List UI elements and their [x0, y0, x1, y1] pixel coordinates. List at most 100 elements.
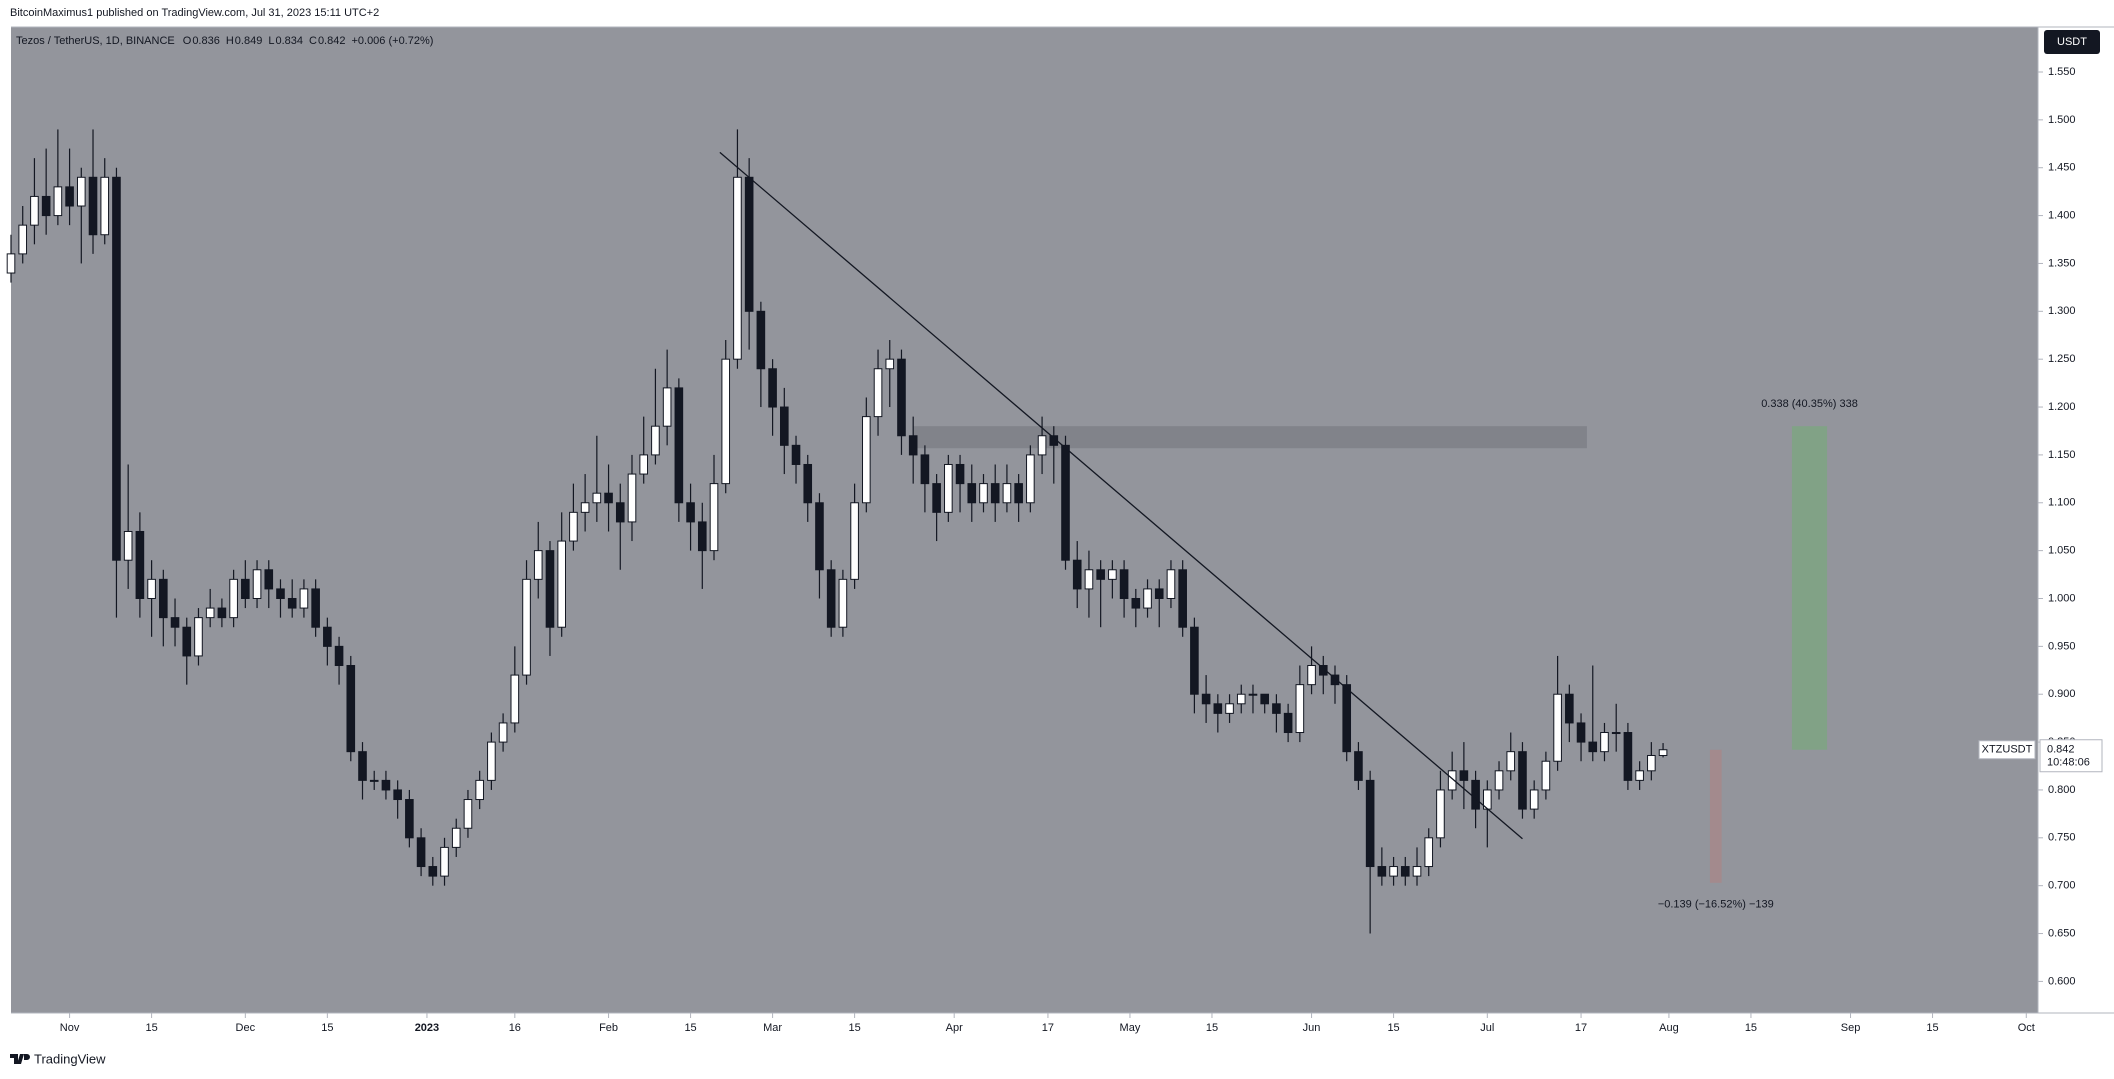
candle-body — [1002, 483, 1012, 504]
candle-body — [592, 492, 602, 504]
x-tick-label: Mar — [763, 1022, 782, 1034]
y-tick-label: 1.400 — [2048, 209, 2076, 221]
candle-body — [1131, 597, 1141, 609]
symbol-legend: Tezos / TetherUS, 1D, BINANCE O0.836 H0.84… — [16, 35, 433, 47]
candle-body — [897, 358, 906, 437]
candle-body — [393, 789, 402, 801]
legend-value: 0.849 — [235, 35, 263, 47]
candle-body — [908, 435, 918, 456]
candle-body — [18, 224, 28, 255]
candle-body — [1260, 693, 1270, 705]
x-tick-label: Nov — [60, 1022, 80, 1034]
y-tick-label: 0.900 — [2048, 688, 2076, 700]
candle-body — [1178, 569, 1187, 628]
candle-body — [1354, 751, 1363, 781]
candle-body — [1026, 454, 1035, 504]
y-tick-label: 0.600 — [2048, 975, 2076, 987]
ticker-tag — [1978, 740, 2036, 760]
y-tick-label: 1.450 — [2048, 162, 2076, 174]
candle-body — [944, 463, 953, 513]
candle-body — [299, 588, 309, 609]
x-tick-label: Jun — [1303, 1022, 1321, 1034]
publisher-note: BitcoinMaximus1 published on TradingView… — [10, 7, 379, 19]
candle-body — [41, 195, 51, 217]
candle-body — [639, 454, 649, 475]
candle-body — [1318, 665, 1328, 676]
candle-body — [1623, 732, 1633, 781]
candle-body — [1154, 588, 1164, 599]
candle-body — [744, 176, 754, 312]
x-tick-label: 16 — [509, 1022, 521, 1034]
candle-body — [276, 588, 285, 599]
candle-body — [1342, 684, 1352, 753]
candle-body — [1471, 779, 1480, 810]
candle-body — [1248, 693, 1258, 696]
currency-button — [2044, 30, 2100, 54]
trendline — [719, 151, 1523, 840]
candle-body — [1389, 866, 1398, 877]
legend-change: +0.006 (+0.72%) — [351, 35, 433, 47]
candle-body — [1541, 760, 1551, 791]
candle-body — [1236, 693, 1246, 705]
candle-body — [147, 578, 156, 599]
candle-body — [1400, 866, 1410, 877]
candle-body — [381, 779, 391, 791]
candle-body — [510, 674, 520, 724]
brand-logo — [10, 1054, 30, 1064]
x-tick-label: 15 — [1387, 1022, 1399, 1034]
candle-body — [1588, 741, 1598, 753]
candle-body — [815, 502, 824, 571]
candle-body — [264, 569, 274, 590]
candle-body — [1283, 712, 1293, 734]
y-tick-label: 1.100 — [2048, 497, 2076, 509]
y-tick-label: 1.000 — [2048, 592, 2076, 604]
x-tick-label: Sep — [1841, 1022, 1861, 1034]
candle-body — [733, 176, 742, 360]
symbol-name: Tezos / TetherUS, 1D, BINANCE — [16, 35, 175, 47]
candle-body — [1377, 866, 1387, 877]
candle-body — [1330, 674, 1340, 686]
candle-body — [229, 578, 238, 619]
candle-body — [533, 550, 543, 580]
candle-body — [779, 406, 789, 446]
x-tick-label: Dec — [236, 1022, 256, 1034]
currency-label[interactable]: USDT — [2057, 36, 2087, 48]
candle-body — [334, 645, 344, 667]
bar-countdown: 10:48:06 — [2047, 757, 2090, 769]
y-tick-label: 1.150 — [2048, 449, 2076, 461]
candle-body — [1365, 779, 1375, 868]
candle-body — [826, 569, 836, 628]
x-tick-label: Aug — [1659, 1022, 1679, 1034]
candle-body — [1119, 569, 1129, 599]
legend-value: 0.834 — [275, 35, 303, 47]
y-tick-label: 1.300 — [2048, 305, 2076, 317]
legend-letter: O — [183, 35, 192, 47]
x-tick-label: 15 — [1745, 1022, 1757, 1034]
candle-body — [182, 626, 192, 657]
y-tick-label: 0.950 — [2048, 640, 2076, 652]
stop-box — [1709, 749, 1722, 883]
candle-body — [1272, 703, 1281, 714]
candle-body — [1506, 751, 1516, 772]
candle-body — [88, 176, 98, 236]
candle-body — [358, 751, 367, 781]
candle-body — [1553, 693, 1562, 762]
candle-body — [674, 387, 684, 504]
candle-body — [791, 444, 801, 465]
x-tick-label: 15 — [684, 1022, 696, 1034]
candle-body — [862, 416, 871, 504]
candle-body — [1647, 754, 1656, 772]
candle-body — [569, 511, 578, 542]
legend-value: 0.836 — [192, 35, 220, 47]
x-tick-label: 17 — [1575, 1022, 1587, 1034]
y-tick-label: 0.750 — [2048, 832, 2076, 844]
x-tick-label: 15 — [848, 1022, 860, 1034]
y-tick-label: 0.800 — [2048, 784, 2076, 796]
candle-body — [838, 578, 848, 628]
candle-body — [159, 578, 168, 619]
candle-body — [287, 597, 297, 609]
candle-body — [697, 521, 707, 552]
candle-body — [1307, 665, 1316, 686]
brand-name: TradingView — [34, 1051, 106, 1066]
